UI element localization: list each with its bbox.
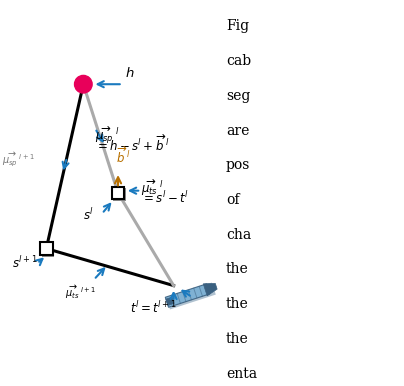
Text: enta: enta bbox=[226, 367, 257, 381]
Text: cab: cab bbox=[226, 54, 251, 68]
Polygon shape bbox=[165, 284, 210, 307]
Bar bbox=[113, 188, 126, 201]
Text: pos: pos bbox=[226, 158, 250, 172]
Text: $h$: $h$ bbox=[125, 66, 135, 80]
Text: the: the bbox=[226, 297, 248, 311]
Text: $t^l = t^{l+1}$: $t^l = t^{l+1}$ bbox=[130, 300, 177, 317]
Text: $s^{l+1}$: $s^{l+1}$ bbox=[12, 255, 37, 271]
Text: of: of bbox=[226, 193, 239, 207]
Text: are: are bbox=[226, 124, 249, 137]
Bar bbox=[40, 242, 53, 255]
Text: $s^l$: $s^l$ bbox=[83, 207, 94, 223]
Text: the: the bbox=[226, 262, 248, 276]
Circle shape bbox=[74, 75, 92, 93]
Bar bbox=[112, 187, 124, 199]
Text: the: the bbox=[226, 332, 248, 346]
Text: $\overrightarrow{b}^{\ l}$: $\overrightarrow{b}^{\ l}$ bbox=[116, 145, 130, 166]
Text: $\overrightarrow{\mu_{sp}}^{\ l+1}$: $\overrightarrow{\mu_{sp}}^{\ l+1}$ bbox=[2, 150, 35, 168]
Text: $\overrightarrow{\mu_{ts}}^{\ l+1}$: $\overrightarrow{\mu_{ts}}^{\ l+1}$ bbox=[65, 284, 96, 301]
Polygon shape bbox=[166, 297, 174, 305]
Text: $= s^l - t^l$: $= s^l - t^l$ bbox=[141, 191, 189, 207]
Text: cha: cha bbox=[226, 228, 251, 242]
Text: $\overrightarrow{\mu_{ts}}^{\ l}$: $\overrightarrow{\mu_{ts}}^{\ l}$ bbox=[141, 178, 164, 198]
Bar bbox=[42, 244, 54, 257]
Polygon shape bbox=[166, 283, 216, 310]
Polygon shape bbox=[203, 283, 217, 296]
Text: $= h - s^l + \overrightarrow{b}^{\ l}$: $= h - s^l + \overrightarrow{b}^{\ l}$ bbox=[95, 134, 169, 154]
Text: $\overrightarrow{\mu_{sp}}^{\ l}$: $\overrightarrow{\mu_{sp}}^{\ l}$ bbox=[95, 124, 120, 146]
Text: seg: seg bbox=[226, 89, 250, 103]
Text: Fig: Fig bbox=[226, 19, 249, 33]
